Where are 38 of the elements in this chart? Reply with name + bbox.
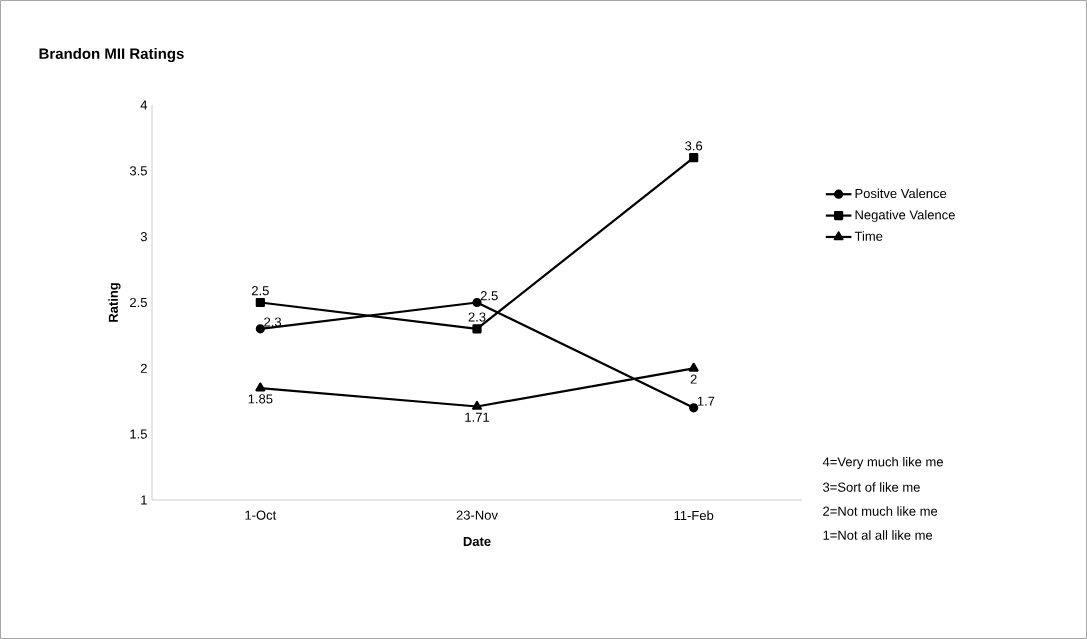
y-tick-label: 1: [141, 495, 147, 505]
x-tick-label: 23-Nov: [456, 510, 498, 520]
y-axis-title: Rating: [108, 283, 121, 322]
data-label: 2.3: [468, 312, 486, 322]
text: 3=Sort of like me: [823, 482, 920, 492]
point: [472, 400, 482, 410]
text: 4=Very much like me: [822, 456, 943, 470]
legend-label: Time: [854, 231, 883, 241]
chart-title: Brandon MII Ratings: [39, 47, 184, 63]
y-tick-label: 2: [140, 363, 147, 373]
y-tick-label: 3: [140, 232, 147, 242]
point: [689, 153, 699, 163]
text: 1=Not al all like me: [823, 530, 933, 540]
x-tick-label: 11-Feb: [674, 510, 714, 521]
data-label: 3.6: [685, 141, 703, 151]
x-tick-label: 1-Oct: [245, 510, 277, 520]
legend-label: Negative Valence: [855, 209, 955, 223]
data-label: 2.5: [480, 291, 498, 301]
point: [255, 382, 266, 392]
point: [689, 403, 699, 413]
y-tick-label: 1.5: [130, 429, 147, 439]
y-tick-label: 4: [140, 100, 148, 110]
text: 2=Not much like me: [823, 506, 938, 516]
point: [255, 297, 265, 308]
data-label: 2.3: [264, 317, 282, 327]
data-label: 1.71: [465, 412, 490, 422]
point: [472, 324, 482, 334]
y-tick-label: 2.5: [130, 297, 147, 308]
data-label: 2.5: [251, 286, 269, 296]
y-tick-label: 3.5: [129, 166, 147, 176]
data-label: 1.85: [248, 394, 273, 404]
x-axis-title: Date: [463, 536, 491, 546]
data-label: 1.7: [697, 396, 715, 406]
legend-label: Positve Valence: [855, 188, 947, 199]
point: [255, 324, 265, 334]
data-label: 2: [690, 374, 697, 384]
point: [472, 297, 482, 308]
point: [688, 362, 699, 372]
